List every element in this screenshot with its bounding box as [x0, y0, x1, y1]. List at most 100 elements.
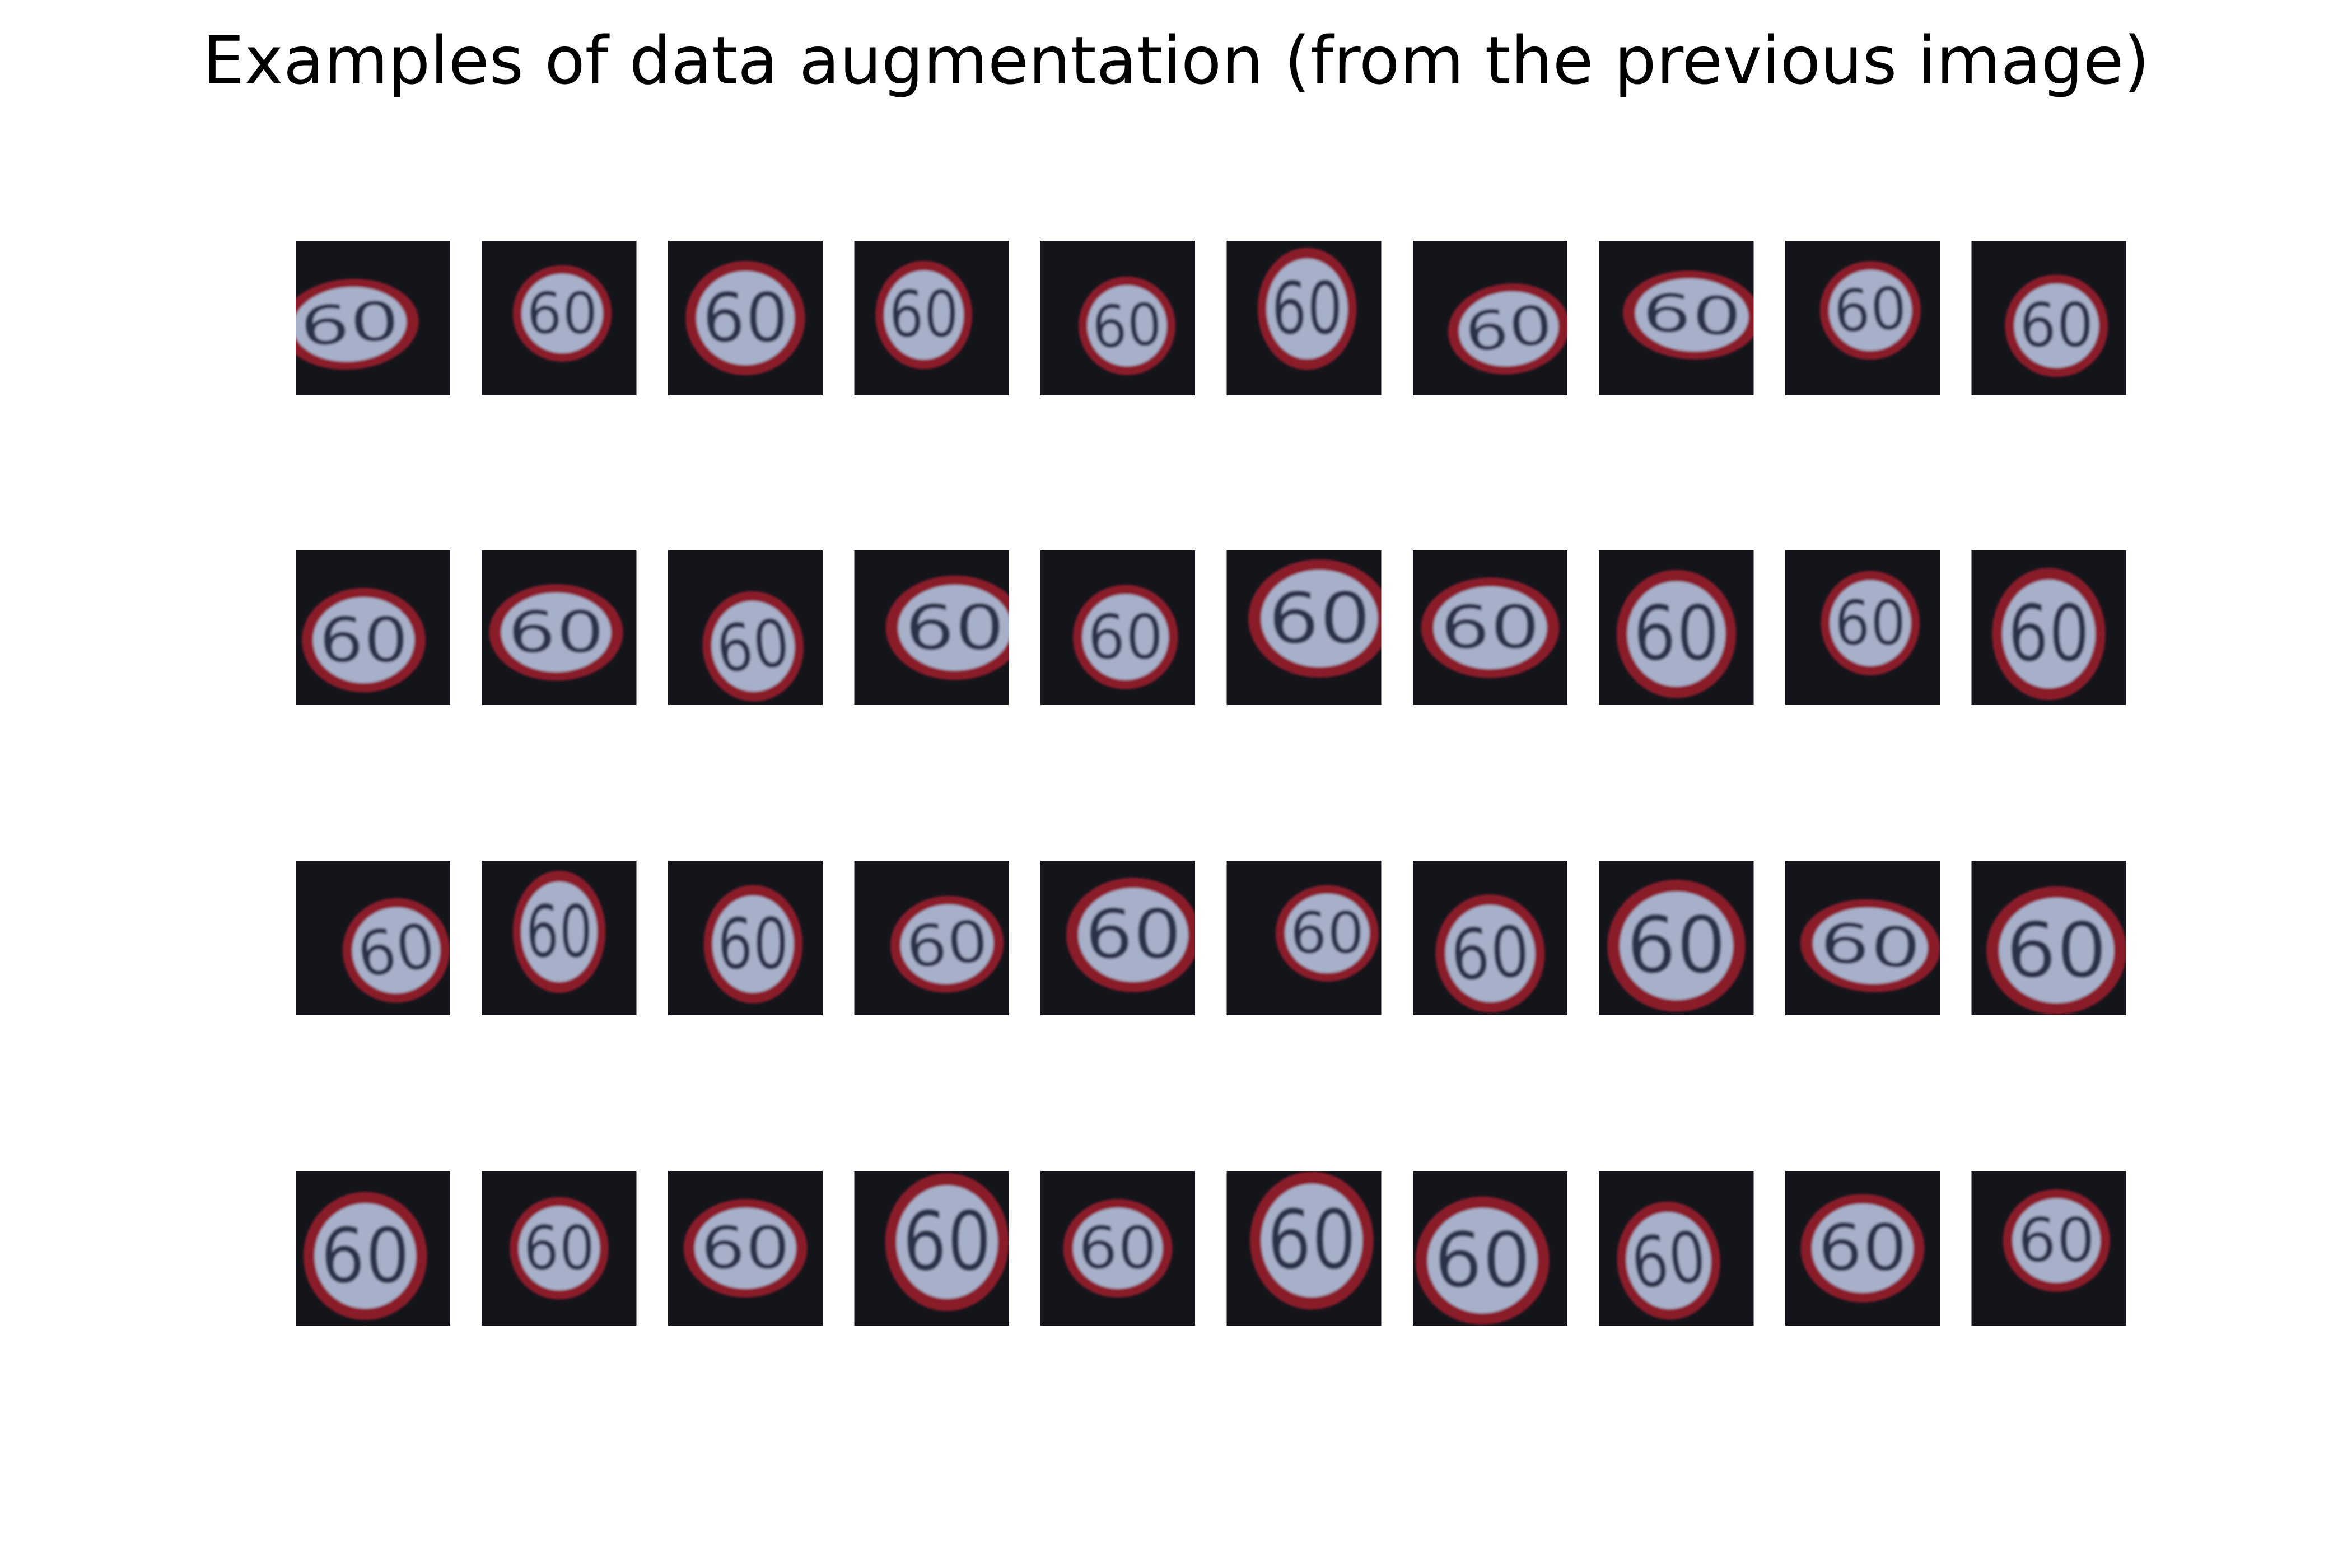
sign-digits: 60 [1626, 900, 1726, 991]
sign-digits: 60 [526, 889, 593, 974]
sign-digits: 60 [1290, 900, 1364, 967]
sign-digits: 60 [903, 907, 991, 981]
augmented-thumbnail: 60 [668, 1171, 823, 1326]
speed-limit-sign-icon: 60 [1275, 885, 1379, 982]
augmented-thumbnail: 60 [296, 1171, 450, 1326]
speed-limit-sign-icon: 60 [1415, 1196, 1550, 1325]
sign-digits: 60 [1090, 290, 1164, 362]
sign-face [712, 895, 794, 993]
sign-face [352, 907, 440, 993]
sign-face [2014, 283, 2099, 368]
sign-face [696, 271, 795, 365]
speed-limit-sign-icon: 60 [1248, 559, 1382, 678]
sign-digits: 60 [1079, 1214, 1158, 1282]
sign-digits: 60 [1268, 578, 1371, 660]
augmented-thumbnail: 60 [1040, 1171, 1195, 1326]
sign-digits: 60 [1818, 911, 1923, 982]
augmented-thumbnail: 60 [1971, 241, 2126, 395]
sign-face [694, 1207, 796, 1289]
sign-face [521, 881, 598, 982]
speed-limit-sign-icon: 60 [683, 1199, 808, 1298]
speed-limit-sign-icon: 60 [342, 898, 450, 1003]
sign-face [896, 1185, 998, 1299]
sign-face [1078, 888, 1188, 982]
augmented-thumbnail: 60 [668, 550, 823, 705]
augmented-thumbnail: 60 [1785, 550, 1940, 705]
augmented-thumbnail: 60 [1226, 550, 1382, 705]
speed-limit-sign-icon: 60 [1063, 1199, 1173, 1298]
augmented-thumbnail: 60 [668, 861, 823, 1015]
sign-digits: 60 [1640, 282, 1743, 348]
sign-face [314, 1203, 416, 1309]
augmented-thumbnail: 60 [1599, 241, 1754, 395]
speed-limit-sign-icon: 60 [703, 885, 803, 1004]
sign-digits: 60 [905, 592, 1005, 664]
speed-limit-sign-icon: 60 [885, 1173, 1009, 1312]
sign-face [1445, 905, 1535, 1002]
sign-face [711, 601, 795, 692]
speed-limit-sign-icon: 60 [1066, 878, 1195, 992]
augmented-thumbnail: 60 [854, 861, 1009, 1015]
sign-digits: 60 [1818, 1211, 1907, 1286]
sign-face [1626, 1212, 1711, 1309]
sign-digits: 60 [526, 280, 598, 347]
speed-limit-sign-icon: 60 [1617, 1201, 1720, 1320]
sign-digits: 60 [1835, 587, 1906, 659]
sign-digits: 60 [508, 599, 605, 666]
sign-face [1261, 570, 1378, 668]
speed-limit-sign-icon: 60 [512, 870, 606, 993]
speed-limit-sign-icon: 60 [1800, 899, 1940, 992]
sign-digits: 60 [1633, 590, 1719, 678]
augmented-thumbnail: 60 [1785, 1171, 1940, 1326]
sign-face [1433, 586, 1547, 669]
augmented-thumbnail: 60 [1971, 1171, 2126, 1326]
sign-digits: 60 [1267, 1193, 1357, 1288]
sign-face [1830, 580, 1911, 666]
sign-digits: 60 [1462, 293, 1556, 365]
sign-face [2002, 580, 2096, 688]
sign-face [2012, 1198, 2101, 1283]
sign-face [296, 287, 407, 362]
sign-digits: 60 [524, 1213, 595, 1284]
speed-limit-sign-icon: 60 [1079, 276, 1176, 375]
speed-limit-sign-icon: 60 [1257, 248, 1357, 370]
augmented-thumbnail: 60 [482, 861, 637, 1015]
speed-limit-sign-icon: 60 [1435, 894, 1545, 1013]
augmented-thumbnail: 60 [1785, 861, 1940, 1015]
sign-digits: 60 [298, 290, 402, 358]
sign-digits: 60 [889, 278, 959, 352]
sign-digits: 60 [1832, 274, 1908, 346]
speed-limit-sign-icon: 60 [1986, 886, 2126, 1015]
sign-face [1999, 898, 2114, 1003]
sign-digits: 60 [1088, 601, 1164, 673]
speed-limit-sign-icon: 60 [489, 584, 623, 681]
speed-limit-sign-icon: 60 [303, 1192, 427, 1320]
speed-limit-sign-icon: 60 [2005, 274, 2108, 377]
augmented-thumbnail: 60 [668, 241, 823, 395]
sign-digits: 60 [717, 903, 789, 985]
augmented-thumbnail: 60 [482, 1171, 637, 1326]
sign-face [1082, 594, 1169, 680]
sign-face [1073, 1207, 1163, 1289]
augmented-thumbnail: 60 [854, 241, 1009, 395]
augmented-thumbnail: 60 [1971, 861, 2126, 1015]
sign-face [1627, 581, 1726, 687]
sign-digits: 60 [353, 909, 440, 991]
sign-digits: 60 [2018, 1205, 2095, 1276]
sign-face [1087, 285, 1167, 366]
sign-digits: 60 [713, 605, 794, 688]
augmented-thumbnail: 60 [296, 550, 450, 705]
sign-face [1261, 1184, 1362, 1298]
sign-face [1620, 892, 1733, 1000]
augmented-thumbnail: 60 [1413, 861, 1567, 1015]
augmented-thumbnail: 60 [854, 1171, 1009, 1326]
sign-face [501, 592, 612, 672]
sign-face [1285, 894, 1370, 973]
speed-limit-sign-icon: 60 [302, 587, 426, 693]
augmented-thumbnail: 60 [1599, 861, 1754, 1015]
sign-digits: 60 [2008, 589, 2089, 680]
speed-limit-sign-icon: 60 [685, 260, 805, 376]
sign-face [1635, 278, 1749, 352]
figure-title: Examples of data augmentation (from the … [202, 22, 2150, 99]
